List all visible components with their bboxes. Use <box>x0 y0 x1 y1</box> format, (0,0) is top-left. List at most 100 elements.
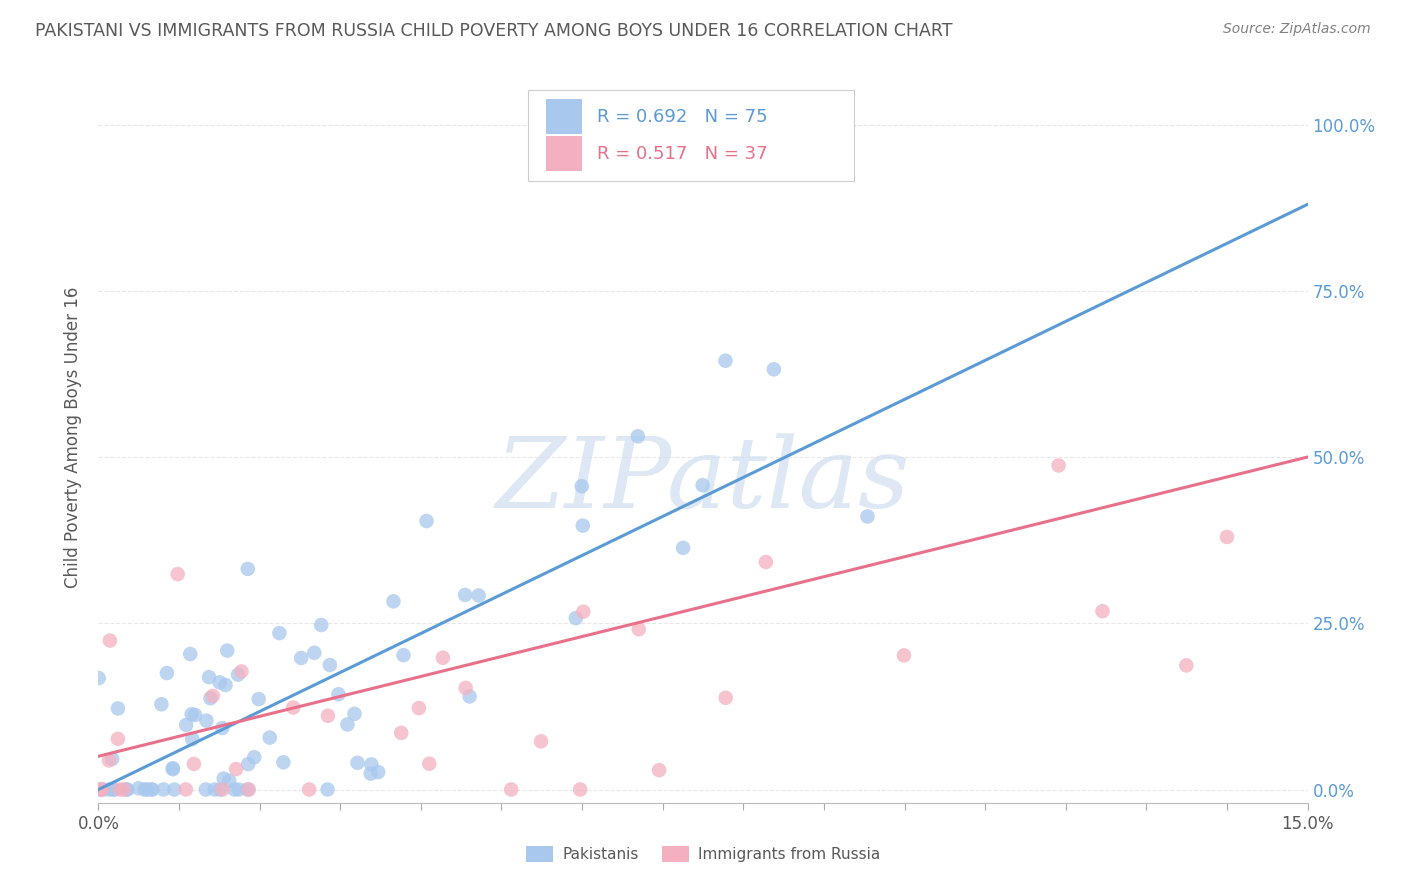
Point <box>572 605 595 619</box>
Point <box>90 782 112 797</box>
Point <box>501 782 523 797</box>
Point <box>183 756 205 771</box>
Point <box>336 717 359 731</box>
Point <box>454 588 477 602</box>
Point <box>269 626 291 640</box>
Point <box>180 707 202 722</box>
Point <box>243 750 266 764</box>
Point <box>893 648 915 663</box>
Point <box>174 782 197 797</box>
FancyBboxPatch shape <box>546 136 582 171</box>
Point <box>1216 530 1239 544</box>
Point <box>194 782 217 797</box>
Point <box>179 647 201 661</box>
Point <box>181 732 204 747</box>
Point <box>162 762 184 776</box>
Point <box>755 555 778 569</box>
Point <box>247 692 270 706</box>
Point <box>97 753 120 767</box>
Point <box>228 782 250 797</box>
Point <box>316 782 339 797</box>
Point <box>101 752 124 766</box>
Point <box>259 731 281 745</box>
Point <box>150 698 173 712</box>
Point <box>328 687 350 701</box>
Point <box>195 714 218 728</box>
FancyBboxPatch shape <box>527 90 855 181</box>
Point <box>408 701 430 715</box>
Point <box>224 782 246 797</box>
Point <box>714 690 737 705</box>
Point <box>283 700 305 714</box>
Point <box>319 657 342 672</box>
Point <box>418 756 440 771</box>
Point <box>236 782 259 797</box>
Point <box>714 353 737 368</box>
Point <box>166 567 188 582</box>
Point <box>87 671 110 685</box>
Point <box>382 594 405 608</box>
Point <box>238 757 260 772</box>
Point <box>115 782 138 797</box>
Point <box>103 782 125 797</box>
Point <box>454 681 477 695</box>
Legend: Pakistanis, Immigrants from Russia: Pakistanis, Immigrants from Russia <box>519 840 887 868</box>
Point <box>156 666 179 681</box>
Text: Source: ZipAtlas.com: Source: ZipAtlas.com <box>1223 22 1371 37</box>
Text: PAKISTANI VS IMMIGRANTS FROM RUSSIA CHILD POVERTY AMONG BOYS UNDER 16 CORRELATIO: PAKISTANI VS IMMIGRANTS FROM RUSSIA CHIL… <box>35 22 953 40</box>
Point <box>103 782 125 797</box>
Text: R = 0.517   N = 37: R = 0.517 N = 37 <box>596 145 768 163</box>
Point <box>648 763 671 777</box>
Point <box>360 766 382 780</box>
Point <box>309 618 332 632</box>
Point <box>128 781 150 796</box>
Point <box>184 708 207 723</box>
Point <box>530 734 553 748</box>
Point <box>467 589 489 603</box>
Point <box>217 643 239 657</box>
Point <box>135 782 157 797</box>
Point <box>238 782 260 797</box>
Point <box>218 773 240 788</box>
Point <box>163 782 186 797</box>
Y-axis label: Child Poverty Among Boys Under 16: Child Poverty Among Boys Under 16 <box>65 286 83 588</box>
Point <box>360 757 382 772</box>
FancyBboxPatch shape <box>546 99 582 135</box>
Point <box>627 622 650 636</box>
Point <box>211 721 233 735</box>
Point <box>298 782 321 797</box>
Point <box>198 670 221 684</box>
Point <box>692 478 714 492</box>
Point <box>1091 604 1114 618</box>
Point <box>204 782 226 797</box>
Point <box>152 782 174 797</box>
Point <box>672 541 695 555</box>
Point <box>1175 658 1198 673</box>
Text: ZIPatlas: ZIPatlas <box>496 434 910 529</box>
Point <box>316 708 339 723</box>
Point <box>569 782 592 797</box>
Point <box>392 648 415 662</box>
Point <box>290 651 312 665</box>
Point <box>208 675 231 690</box>
Point <box>236 562 259 576</box>
Point <box>214 678 236 692</box>
Point <box>367 765 389 780</box>
Point <box>346 756 368 770</box>
Point <box>565 611 588 625</box>
Point <box>107 731 129 746</box>
Point <box>571 518 593 533</box>
Point <box>571 479 593 493</box>
Point <box>389 726 412 740</box>
Point <box>211 782 233 797</box>
Point <box>1047 458 1070 473</box>
Point <box>225 762 247 776</box>
Point <box>98 633 121 648</box>
Point <box>87 782 110 797</box>
Point <box>90 782 112 797</box>
Point <box>627 429 650 443</box>
Point <box>762 362 785 376</box>
Point <box>98 782 121 797</box>
Point <box>134 782 156 797</box>
Point <box>141 782 163 797</box>
